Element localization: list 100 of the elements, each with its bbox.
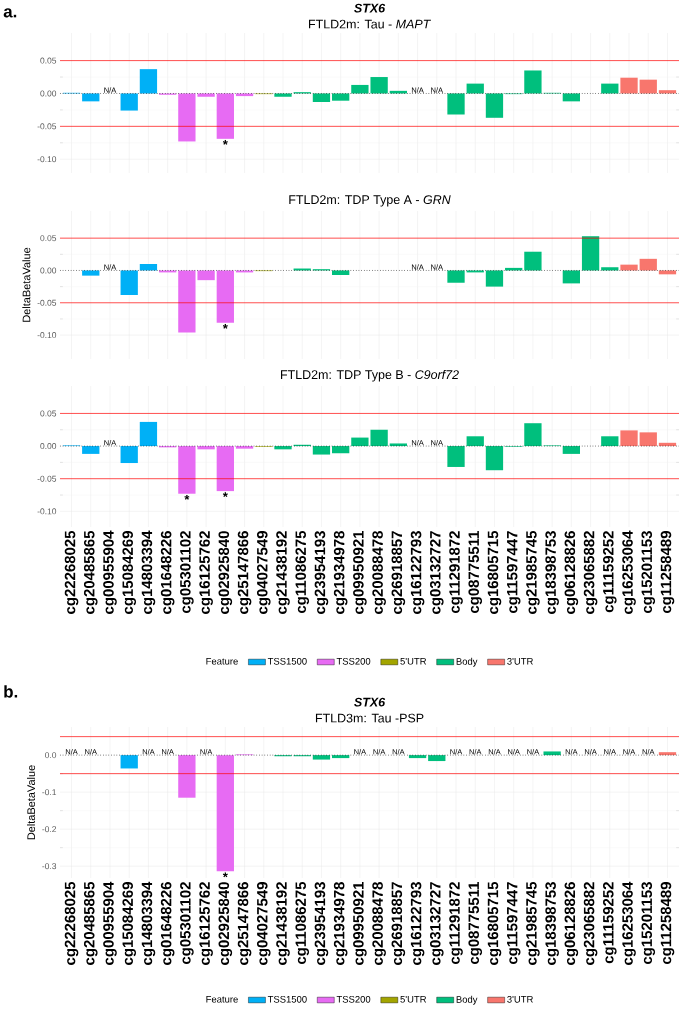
x-tick-label: cg09950921 [353,530,367,614]
chart-title: FTLD2m: TDP Type B - C9orf72 [281,369,459,382]
y-tick-label: 0.00 [40,267,57,274]
x-tick-label: cg00955904 [103,530,117,614]
y-tick-label: 0.00 [40,443,57,450]
x-tick-label: cg23065882 [583,531,598,614]
x-tick-label: cg22268025 [64,530,79,614]
x-tick-label: cg20485865 [83,530,98,614]
x-tick-label: cg04027549 [256,531,271,614]
x-tick-label: cg25147866 [237,531,252,614]
x-tick-label: cg11086275 [295,881,310,965]
y-tick-label: 0.0 [45,752,57,759]
legend-title: Feature [206,996,238,1003]
x-tick-label: cg01648226 [160,531,175,614]
x-tick-label: cg18398753 [545,531,559,614]
x-tick-label: cg15201153 [641,882,656,965]
legend-label: Body [456,995,478,1005]
y-tick-label: -0.3 [42,863,57,870]
legend-label: 3'UTR [507,995,533,1003]
x-tick-label: cg16125762 [199,531,213,614]
annotation: * [222,140,228,145]
x-tick-label: cg08775511 [468,881,483,965]
x-tick-label: cg08775511 [468,530,483,614]
x-tick-label: cg02925840 [218,882,233,965]
legend-title: Feature [206,658,238,665]
chart-title: STX6 [354,3,386,13]
x-tick-label: cg11258489 [660,531,675,614]
x-tick-label: cg15084269 [122,882,137,965]
y-tick-label: 0.05 [40,57,57,64]
chart-title: STX6 [354,697,386,707]
x-tick-label: cg22268025 [64,881,79,965]
x-tick-label: cg15084269 [122,531,137,614]
x-tick-label: cg14803394 [141,881,156,965]
annotation: * [222,872,228,878]
y-tick-label: -0.2 [42,826,57,833]
x-tick-label: cg06128826 [564,531,579,614]
x-tick-label: cg20088478 [372,882,386,965]
annotation: * [184,494,190,500]
x-tick-label: cg09950921 [353,881,367,965]
x-tick-label: cg11086275 [295,530,310,614]
legend-label: 5'UTR [400,658,427,665]
x-tick-label: cg03132727 [429,531,444,614]
x-tick-label: cg01648226 [160,882,175,965]
x-tick-label: cg06128826 [564,882,579,965]
chart-subtitle: FTLD2m: Tau - MAPT [309,19,431,29]
y-tick-label: 0.00 [40,90,57,97]
x-tick-label: cg26918857 [391,882,406,965]
x-tick-label: cg05301102 [180,531,194,614]
text: a. [3,8,17,18]
x-tick-label: cg21985745 [526,881,540,965]
y-tick-label: -0.05 [37,299,57,306]
x-tick-label: cg21934978 [333,882,348,965]
x-tick-label: cg26918857 [391,531,406,614]
x-tick-label: cg11597447 [506,531,521,614]
x-tick-label: cg04027549 [256,882,271,965]
x-tick-label: cg18398753 [545,882,559,965]
x-tick-label: cg21985745 [526,530,540,614]
x-tick-label: cg16253064 [622,530,636,614]
y-axis-title: DeltaBetaValue [22,247,31,322]
y-tick-label: -0.10 [37,332,57,339]
legend-label: TSS200 [336,995,371,1003]
x-tick-label: cg16805715 [487,530,502,614]
x-tick-label: cg02925840 [218,531,233,614]
legend-label: TSS1500 [267,657,307,665]
y-tick-label: -0.05 [37,475,57,482]
x-tick-label: cg21438192 [276,882,290,965]
x-tick-label: cg23954193 [314,531,329,614]
legend-label: TSS1500 [267,995,307,1003]
y-tick-label: -0.1 [42,789,57,796]
x-tick-label: cg11159252 [603,882,617,964]
legend-label: TSS200 [336,657,371,665]
chart-subtitle: FTLD3m: Tau -PSP [315,713,424,723]
y-tick-label: 0.05 [40,235,57,242]
x-tick-label: cg11597447 [506,882,521,965]
y-tick-label: -0.10 [37,508,57,515]
x-tick-label: cg00955904 [103,881,117,965]
x-tick-label: cg25147866 [237,882,252,965]
x-tick-label: cg03132727 [429,882,444,965]
x-tick-label: cg20485865 [83,881,98,965]
x-tick-label: cg11291872 [449,882,463,965]
y-tick-label: -0.05 [37,123,57,130]
x-tick-label: cg14803394 [141,530,156,614]
x-tick-label: cg21438192 [276,531,290,614]
text: b. [4,685,18,698]
x-tick-label: cg05301102 [180,882,194,965]
x-tick-label: cg11159252 [603,531,617,613]
x-tick-label: cg16122793 [410,531,425,614]
y-tick-label: 0.05 [40,410,57,417]
x-tick-label: cg16122793 [410,882,425,965]
x-tick-label: cg20088478 [372,531,386,614]
y-axis-title: DeltaBetaValue [27,765,36,840]
annotation: * [222,324,228,329]
chart-title: FTLD2m: TDP Type A - GRN [289,195,451,207]
legend-label: Body [456,657,478,667]
legend-label: 5'UTR [400,996,427,1003]
y-tick-label: -0.10 [37,156,57,163]
annotation: * [222,492,228,498]
x-tick-label: cg23065882 [583,882,598,965]
x-tick-label: cg16125762 [199,882,213,965]
x-tick-label: cg11258489 [660,882,675,965]
